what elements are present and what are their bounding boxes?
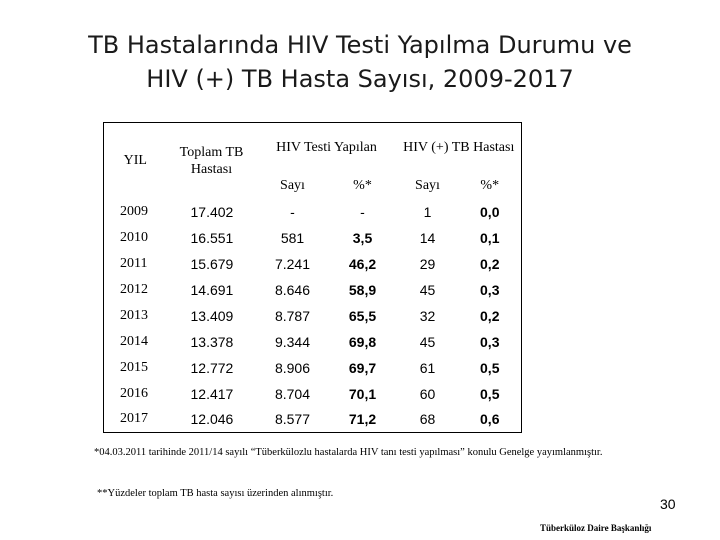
table-row: 2017 12.046 8.577 71,2 68 0,6 [103,406,522,433]
cell-positive: 45 [419,333,436,350]
cell-positive-percent: 0,2 [458,250,522,277]
cell-total: 12.772 [190,359,234,376]
cell-positive: 29 [419,255,436,272]
cell-tested-percent: 70,1 [348,385,377,402]
cell-positive: 14 [419,229,436,246]
cell-positive-percent: 0,2 [458,302,522,329]
cell-tested: 8.787 [274,307,311,324]
cell-total: 13.409 [190,307,234,324]
table-row: 2015 12.772 8.906 69,7 61 0,5 [103,354,522,381]
subheader-tested-percent: %* [353,177,372,193]
cell-tested: 581 [280,229,305,246]
cell-tested: 9.344 [274,333,311,350]
header-total-line1: Toplam TB [179,144,244,160]
table-row: 2016 12.417 8.704 70,1 60 0,5 [103,380,522,407]
cell-positive-percent: 0,6 [458,406,522,433]
cell-positive: 60 [419,385,436,402]
subheader-positive-percent: %* [458,172,522,199]
cell-year: 2009 [103,198,167,225]
cell-tested-percent: 69,7 [348,359,377,376]
title-line-2: HIV (+) TB Hasta Sayısı, 2009-2017 [146,65,574,93]
cell-total: 12.046 [166,406,257,433]
cell-total: 14.691 [190,281,234,298]
table-row: 2011 15.679 7.241 46,2 29 0,2 [103,250,522,277]
cell-year: 2017 [103,406,167,433]
cell-tested: - [290,203,295,220]
cell-positive: 32 [419,307,436,324]
cell-total: 17.402 [190,203,234,220]
cell-positive-percent: 0,5 [458,380,522,407]
table-row: 2013 13.409 8.787 65,5 32 0,2 [103,302,522,329]
cell-positive: 45 [419,281,436,298]
cell-year: 2014 [103,328,167,355]
cell-positive-percent: 0,5 [458,354,522,381]
table-row: 2014 13.378 9.344 69,8 45 0,3 [103,328,522,355]
cell-positive-percent: 0,3 [458,328,522,355]
footnote-2: **Yüzdeler toplam TB hasta sayısı üzerin… [97,488,334,499]
cell-tested-percent: 65,5 [348,307,377,324]
page-number: 30 [660,496,676,512]
cell-year: 2015 [103,354,167,381]
title-line-1: TB Hastalarında HIV Testi Yapılma Durumu… [88,31,632,59]
table-row: 2012 14.691 8.646 58,9 45 0,3 [103,276,522,303]
header-total-line2: Hastası [190,161,233,177]
header-hiv-test: HIV Testi Yapılan [256,122,397,173]
cell-tested: 8.704 [274,385,311,402]
subheader-tested-count: Sayı [280,177,305,193]
cell-total: 16.551 [190,229,234,246]
header-hiv-positive: HIV (+) TB Hastası [396,122,522,173]
header-year: YIL [103,122,167,199]
cell-year: 2010 [103,224,167,251]
header-total: Toplam TB Hastası [166,122,257,199]
table-row: 2009 17.402 - - 1 0,0 [103,198,522,225]
hiv-tb-table: YIL Toplam TB Hastası HIV Testi Yapılan … [103,122,522,433]
cell-tested: 7.241 [274,255,311,272]
cell-positive-percent: 0,3 [458,276,522,303]
cell-year: 2013 [103,302,167,329]
cell-year: 2011 [103,250,167,277]
cell-positive: 61 [419,359,436,376]
cell-tested: 8.906 [274,359,311,376]
cell-total: 15.679 [190,255,234,272]
table-row: 2010 16.551 581 3,5 14 0,1 [103,224,522,251]
footer-organization: Tüberküloz Daire Başkanlığı [540,523,652,533]
cell-tested-percent: - [360,203,365,220]
cell-tested-percent: 58,9 [348,281,377,298]
cell-tested-percent: 3,5 [352,229,373,246]
cell-year: 2016 [103,380,167,407]
cell-tested: 8.577 [256,406,329,433]
cell-total: 13.378 [190,333,234,350]
cell-positive-percent: 0,0 [458,198,522,225]
cell-positive: 1 [423,203,432,220]
footnote-1: *04.03.2011 tarihinde 2011/14 sayılı “Tü… [94,447,603,458]
cell-year: 2012 [103,276,167,303]
cell-positive-percent: 0,1 [458,224,522,251]
subheader-positive-count: Sayı [415,177,440,193]
cell-tested-percent: 69,8 [348,333,377,350]
cell-positive: 68 [396,406,459,433]
slide-title: TB Hastalarında HIV Testi Yapılma Durumu… [40,28,680,96]
cell-total: 12.417 [190,385,234,402]
cell-tested-percent: 71,2 [328,406,397,433]
cell-tested-percent: 46,2 [348,255,377,272]
cell-tested: 8.646 [274,281,311,298]
